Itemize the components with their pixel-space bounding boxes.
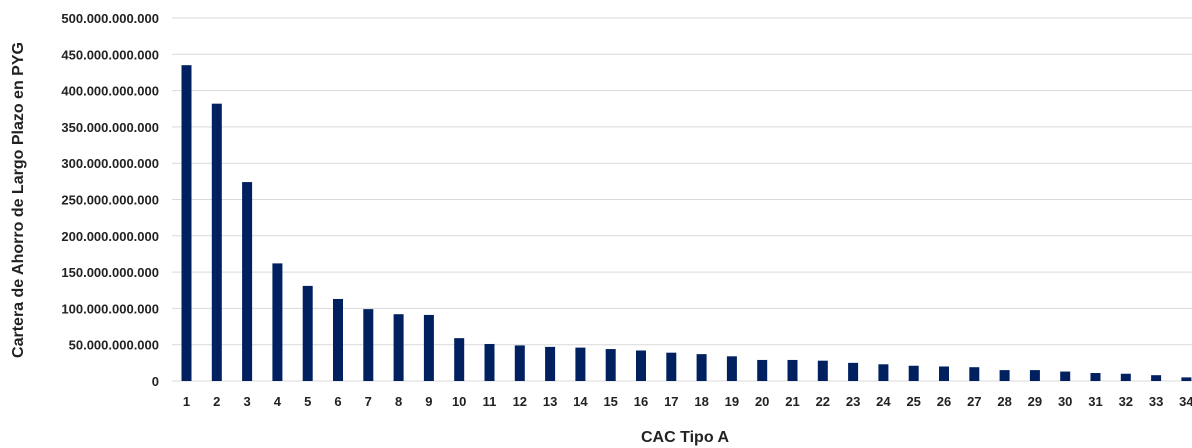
bar-34 bbox=[1181, 377, 1192, 381]
bar-32 bbox=[1120, 373, 1131, 381]
x-tick-label: 10 bbox=[452, 394, 466, 409]
x-tick-label: 4 bbox=[274, 394, 282, 409]
bars bbox=[181, 65, 1192, 381]
x-tick-label: 26 bbox=[937, 394, 951, 409]
bar-25 bbox=[908, 365, 919, 381]
x-tick-label: 32 bbox=[1119, 394, 1133, 409]
x-tick-label: 27 bbox=[967, 394, 981, 409]
y-tick-label: 250.000.000.000 bbox=[61, 193, 159, 208]
x-tick-label: 9 bbox=[425, 394, 432, 409]
x-tick-label: 12 bbox=[513, 394, 527, 409]
x-tick-label: 11 bbox=[483, 394, 497, 409]
bar-24 bbox=[878, 364, 889, 381]
bar-14 bbox=[575, 347, 586, 381]
x-tick-label: 29 bbox=[1028, 394, 1042, 409]
x-tick-label: 25 bbox=[906, 394, 920, 409]
bar-20 bbox=[757, 359, 768, 381]
y-tick-label: 200.000.000.000 bbox=[61, 229, 159, 244]
bar-21 bbox=[787, 359, 798, 381]
x-tick-label: 24 bbox=[876, 394, 891, 409]
x-tick-label: 3 bbox=[243, 394, 250, 409]
bar-27 bbox=[969, 367, 980, 381]
bar-4 bbox=[272, 263, 283, 381]
bar-8 bbox=[393, 314, 404, 381]
bar-16 bbox=[636, 350, 646, 381]
x-tick-label: 1 bbox=[183, 394, 190, 409]
bar-23 bbox=[848, 362, 859, 381]
x-tick-label: 19 bbox=[725, 394, 739, 409]
bar-2 bbox=[211, 103, 222, 381]
x-tick-label: 20 bbox=[755, 394, 769, 409]
x-tick-label: 16 bbox=[634, 394, 648, 409]
y-axis-title: Cartera de Ahorro de Largo Plazo en PYG bbox=[10, 42, 27, 358]
x-tick-label: 13 bbox=[543, 394, 557, 409]
bar-10 bbox=[454, 338, 465, 381]
y-tick-label: 150.000.000.000 bbox=[61, 265, 159, 280]
x-tick-label: 18 bbox=[694, 394, 708, 409]
bar-33 bbox=[1151, 375, 1162, 381]
y-tick-label: 400.000.000.000 bbox=[61, 84, 159, 99]
bar-30 bbox=[1060, 371, 1071, 381]
bar-15 bbox=[605, 349, 616, 381]
bar-9 bbox=[423, 314, 434, 381]
bar-19 bbox=[726, 356, 737, 381]
x-tick-label: 14 bbox=[573, 394, 588, 409]
bar-28 bbox=[999, 370, 1010, 381]
x-tick-label: 2 bbox=[213, 394, 220, 409]
bar-1 bbox=[181, 65, 192, 381]
bar-26 bbox=[939, 366, 949, 381]
x-tick-label: 21 bbox=[785, 394, 799, 409]
x-tick-label: 7 bbox=[365, 394, 372, 409]
y-tick-label: 300.000.000.000 bbox=[61, 156, 159, 171]
bar-5 bbox=[302, 285, 313, 381]
x-tick-label: 31 bbox=[1088, 394, 1102, 409]
bar-31 bbox=[1090, 373, 1101, 381]
bar-29 bbox=[1029, 370, 1040, 381]
x-tick-label: 8 bbox=[395, 394, 402, 409]
bar-22 bbox=[817, 360, 828, 381]
x-tick-label: 28 bbox=[997, 394, 1011, 409]
x-tick-label: 15 bbox=[603, 394, 617, 409]
x-axis-title: CAC Tipo A bbox=[641, 429, 729, 446]
x-tick-label: 5 bbox=[304, 394, 311, 409]
y-tick-label: 0 bbox=[152, 374, 159, 389]
bar-7 bbox=[363, 309, 374, 381]
bar-6 bbox=[333, 298, 343, 381]
bar-18 bbox=[696, 354, 707, 381]
bar-12 bbox=[514, 345, 525, 381]
x-axis-ticks: 1 2 3 4 5 6 7 8 9 10 11 12 13 14 15 16 17 18 19 20 21 22 23 24 2… bbox=[183, 394, 1192, 409]
x-tick-label: 33 bbox=[1149, 394, 1163, 409]
y-axis-ticks: 0 50.000.000.000 100.000.000.000 150.000.00… bbox=[61, 11, 159, 389]
y-tick-label: 50.000.000.000 bbox=[69, 338, 159, 353]
bar-17 bbox=[666, 352, 677, 381]
y-tick-label: 350.000.000.000 bbox=[61, 120, 159, 135]
bar-11 bbox=[484, 343, 495, 381]
x-tick-label: 34 bbox=[1179, 394, 1192, 409]
x-tick-label: 17 bbox=[664, 394, 678, 409]
y-tick-label: 450.000.000.000 bbox=[61, 47, 159, 62]
x-tick-label: 30 bbox=[1058, 394, 1072, 409]
x-tick-label: 6 bbox=[334, 394, 341, 409]
gridlines bbox=[172, 17, 1192, 382]
bar-3 bbox=[242, 182, 253, 381]
x-tick-label: 23 bbox=[846, 394, 860, 409]
y-tick-label: 100.000.000.000 bbox=[61, 301, 159, 316]
bar-13 bbox=[545, 346, 556, 381]
y-tick-label: 500.000.000.000 bbox=[61, 11, 159, 26]
x-tick-label: 22 bbox=[816, 394, 830, 409]
